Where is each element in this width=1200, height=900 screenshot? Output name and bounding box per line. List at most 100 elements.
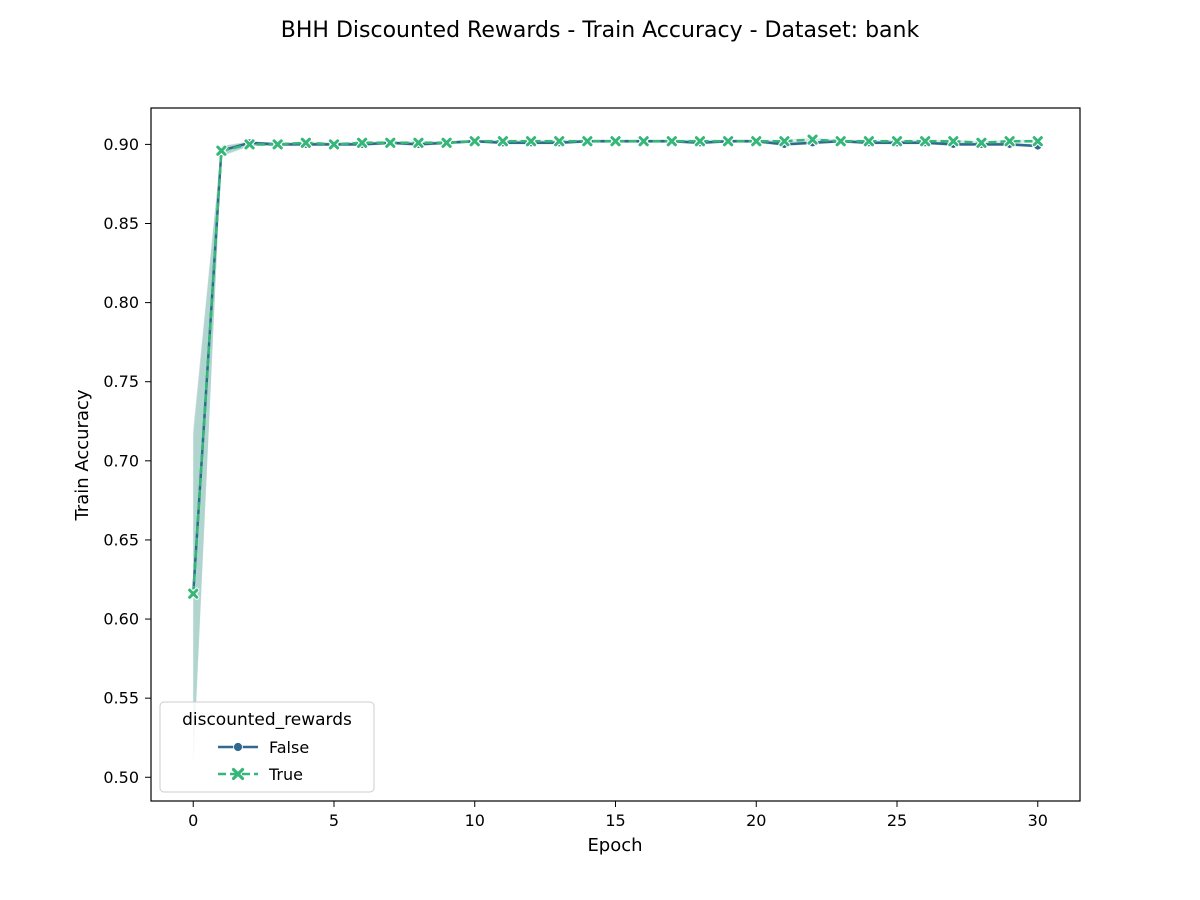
data-point-true [722, 135, 735, 148]
y-axis-ticks: 0.50 0.55 0.60 0.65 0.70 0.75 0.80 0.85 0.90 [103, 135, 151, 787]
data-point-true [440, 136, 453, 149]
data-point-mark [694, 136, 706, 147]
data-point-true [890, 135, 904, 148]
x-axis-label: Epoch [587, 835, 642, 856]
y-tick-label: 0.90 [103, 135, 139, 154]
data-point-mark [216, 145, 227, 156]
data-point-mark [666, 136, 677, 147]
data-point-mark [469, 136, 480, 147]
data-point-mark [441, 137, 452, 148]
data-point-mark [638, 136, 649, 147]
y-tick-label: 0.85 [103, 214, 139, 233]
y-axis-label: Train Accuracy [72, 389, 93, 521]
data-point-mark [835, 136, 846, 147]
legend-marker-true [231, 767, 245, 781]
legend-label-false: False [269, 738, 309, 757]
x-tick-label: 30 [1028, 811, 1048, 830]
data-point-mark [610, 136, 621, 147]
data-point-true [187, 587, 200, 600]
x-tick-label: 0 [188, 811, 198, 830]
data-point-true [778, 135, 791, 148]
data-point-mark [920, 136, 931, 147]
plot-frame [150, 107, 1081, 802]
data-point-true [327, 138, 341, 151]
x-tick-label: 20 [746, 811, 766, 830]
data-point-mark [723, 136, 734, 147]
data-point-mark [328, 139, 340, 150]
data-point-true [834, 135, 847, 148]
y-tick-label: 0.55 [103, 689, 139, 708]
data-point-true [919, 135, 932, 148]
data-point-true [412, 136, 425, 149]
data-point-mark [272, 139, 283, 150]
data-point-true [750, 135, 763, 148]
data-point-mark [497, 136, 508, 147]
data-point-mark [385, 137, 396, 148]
y-tick-label: 0.60 [103, 610, 139, 629]
data-point-mark [751, 136, 762, 147]
legend-label-true: True [268, 765, 303, 784]
data-point-true [1031, 135, 1044, 148]
data-point-mark [582, 136, 593, 147]
y-tick-label: 0.75 [103, 372, 139, 391]
data-point-mark [891, 136, 903, 147]
data-point-true [693, 135, 707, 148]
x-tick-label: 5 [329, 811, 339, 830]
data-point-true [637, 135, 650, 148]
data-point-true [862, 135, 875, 148]
legend: discounted_rewards False True [159, 701, 375, 793]
data-point-mark [976, 137, 987, 148]
data-point-true [468, 135, 481, 148]
data-point-true [806, 133, 819, 146]
plot-area [187, 133, 1044, 770]
data-point-true [1003, 135, 1016, 148]
data-point-mark [244, 139, 255, 150]
legend-box [159, 701, 375, 793]
data-point-true [215, 144, 228, 157]
legend-marker-false [233, 742, 243, 752]
data-point-mark [188, 588, 199, 599]
confidence-bands [193, 138, 1038, 770]
data-point-mark [779, 136, 790, 147]
data-point-true [524, 135, 538, 148]
data-point-true [581, 135, 594, 148]
data-point-true [271, 138, 284, 151]
confidence-band-false [193, 139, 1038, 770]
data-point-true [553, 135, 566, 148]
data-point-true [975, 136, 988, 149]
x-tick-label: 15 [605, 811, 625, 830]
legend-entry-false: False [218, 738, 309, 757]
series-line-true [191, 138, 1038, 594]
data-point-true [665, 135, 678, 148]
legend-title: discounted_rewards [182, 710, 352, 730]
data-point-true [947, 135, 960, 148]
data-point-mark [948, 136, 959, 147]
data-point-true [496, 135, 509, 148]
data-point-mark [300, 137, 311, 148]
data-point-mark [554, 136, 565, 147]
data-point-mark [357, 137, 368, 148]
series-line-false [191, 139, 1038, 594]
y-tick-label: 0.50 [103, 768, 139, 787]
legend-entry-true: True [218, 765, 303, 784]
data-point-true [609, 135, 622, 148]
data-point-mark [413, 137, 424, 148]
data-point-mark [1004, 136, 1015, 147]
series-lines [191, 138, 1038, 594]
data-point-true [356, 136, 369, 149]
y-tick-label: 0.70 [103, 451, 139, 470]
data-point-true [384, 136, 397, 149]
data-point-mark [863, 136, 874, 147]
data-point-mark [1032, 136, 1043, 147]
y-tick-label: 0.65 [103, 530, 139, 549]
x-tick-label: 10 [465, 811, 485, 830]
data-point-true [299, 136, 312, 149]
series-markers [187, 133, 1044, 600]
data-point-mark [525, 136, 537, 147]
data-point-true [243, 138, 256, 151]
chart-title: BHH Discounted Rewards - Train Accuracy … [281, 18, 920, 43]
confidence-band-true [193, 138, 1038, 762]
y-tick-label: 0.80 [103, 293, 139, 312]
data-point-mark [807, 134, 818, 145]
